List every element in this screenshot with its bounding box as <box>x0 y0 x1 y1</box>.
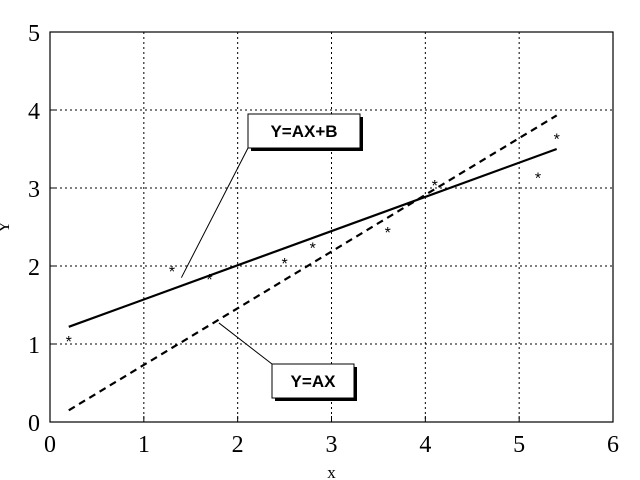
data-point: * <box>554 131 560 148</box>
annotation-box <box>247 113 361 149</box>
annotation-label: Y=AX+B <box>270 122 337 141</box>
x-tick-label: 1 <box>138 432 150 458</box>
y-tick-label: 1 <box>28 333 40 359</box>
x-tick-label: 6 <box>607 432 619 458</box>
annotation-leader-line <box>218 322 273 365</box>
annotation-box <box>271 363 355 399</box>
y-tick-label: 2 <box>28 255 40 281</box>
x-tick-label: 5 <box>513 432 525 458</box>
data-point: * <box>310 241 316 258</box>
data-point: * <box>281 256 287 273</box>
y-tick-label: 3 <box>28 177 40 203</box>
data-point: * <box>169 264 175 281</box>
y-axis-label: Y <box>0 221 13 233</box>
y-tick-label: 4 <box>28 99 40 125</box>
annotation-label: Y=AX <box>291 372 337 391</box>
fit-line-y-ax-b <box>68 147 558 328</box>
x-tick-label: 0 <box>44 432 56 458</box>
annotation-y-ax-b: Y=AX+B <box>180 113 363 278</box>
y-tick-label: 5 <box>28 21 40 47</box>
x-tick-label: 4 <box>419 432 431 458</box>
annotations: Y=AX+B Y=AX <box>180 113 363 401</box>
x-axis-label: x <box>327 463 336 480</box>
data-point: * <box>432 178 438 195</box>
fit-lines <box>68 114 558 412</box>
data-point: * <box>66 334 72 351</box>
x-tick-label: 3 <box>326 432 338 458</box>
y-tick-label: 0 <box>28 411 40 437</box>
data-point: * <box>385 225 391 242</box>
data-point: * <box>206 272 212 289</box>
annotation-y-ax: Y=AX <box>218 322 357 401</box>
x-tick-label: 2 <box>232 432 244 458</box>
annotation-leader-line <box>180 147 249 278</box>
grid-lines <box>50 32 613 422</box>
data-point: * <box>535 170 541 187</box>
tick-labels: 0 1 2 3 4 5 6 0 1 2 3 4 5 <box>28 21 619 458</box>
data-points: * * * * * * * * * <box>66 131 560 351</box>
